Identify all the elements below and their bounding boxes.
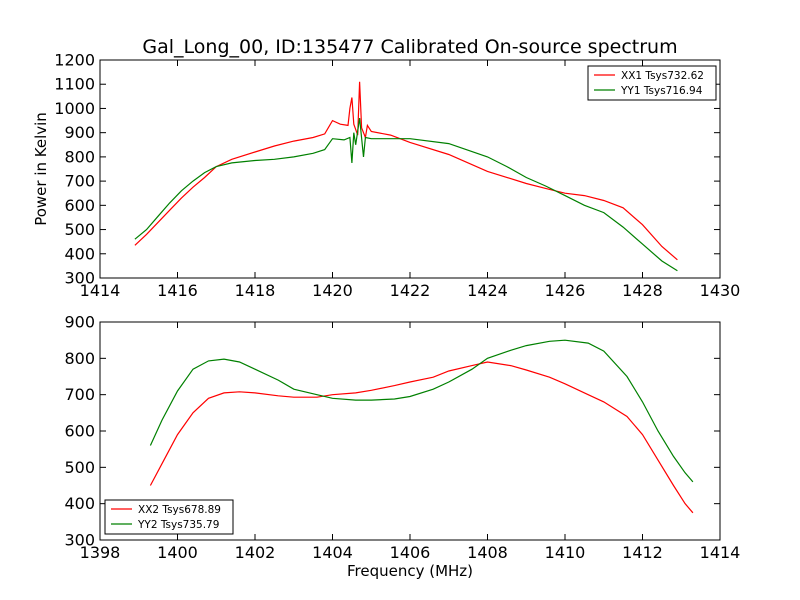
x-tick-label: 1408 [467,543,508,562]
y-tick-label: 600 [64,196,95,215]
y-tick-label: 300 [64,531,95,550]
y-tick-label: 800 [64,147,95,166]
x-tick-label: 1414 [700,543,741,562]
y-tick-label: 900 [64,313,95,332]
series-line-xx [149,361,694,514]
y-tick-label: 700 [64,172,95,191]
y-tick-label: 1200 [54,51,95,70]
y-tick-label: 500 [64,458,95,477]
y-axis-label: Power in Kelvin [32,112,50,226]
legend: XX2 Tsys678.89 YY2 Tsys735.79 [104,499,234,535]
y-tick-label: 800 [64,349,95,368]
y-tick-label: 700 [64,385,95,404]
x-tick-label: 1430 [700,281,741,300]
x-tick-label: 1402 [235,543,276,562]
bottom-spectrum-plot: 1398 1400 1402 1404 1406 1408 1410 1412 1414 300 4… [64,313,740,581]
legend-label: XX1 Tsys732.62 [621,70,704,82]
y-tick-label: 1000 [54,99,95,118]
x-tick-label: 1412 [622,543,663,562]
top-spectrum-plot: 1414 1416 1418 1420 1422 1424 1426 1428 1430 300 4… [32,51,740,301]
x-axis-label: Frequency (MHz) [347,562,473,580]
x-tick-label: 1414 [80,281,121,300]
x-tick-label: 1428 [622,281,663,300]
legend-label: YY1 Tsys716.94 [620,85,703,97]
y-tick-label: 1100 [54,75,95,94]
legend: XX1 Tsys732.62 YY1 Tsys716.94 [587,65,717,101]
legend-box [587,65,717,101]
y-tick-label: 400 [64,494,95,513]
y-tick-label: 600 [64,422,95,441]
y-tick-label: 300 [64,269,95,288]
y-tick-label: 500 [64,220,95,239]
legend-box [104,499,234,535]
y-tick-label: 400 [64,244,95,263]
series-line-yy [134,118,678,272]
x-tick-label: 1404 [312,543,353,562]
x-tick-label: 1410 [545,543,586,562]
x-tick-label: 1422 [390,281,431,300]
legend-label: YY2 Tsys735.79 [137,519,219,531]
y-tick-label: 900 [64,123,95,142]
x-tick-label: 1426 [545,281,586,300]
x-tick-label: 1420 [312,281,353,300]
x-tick-label: 1406 [390,543,431,562]
x-tick-label: 1416 [157,281,198,300]
series-line-xx [134,81,678,261]
x-tick-label: 1424 [467,281,508,300]
series-line-yy [149,339,694,483]
x-tick-label: 1400 [157,543,198,562]
chart-title: Gal_Long_00, ID:135477 Calibrated On-sou… [142,36,677,58]
x-tick-label: 1398 [80,543,121,562]
legend-label: XX2 Tsys678.89 [138,504,221,516]
x-tick-label: 1418 [235,281,276,300]
